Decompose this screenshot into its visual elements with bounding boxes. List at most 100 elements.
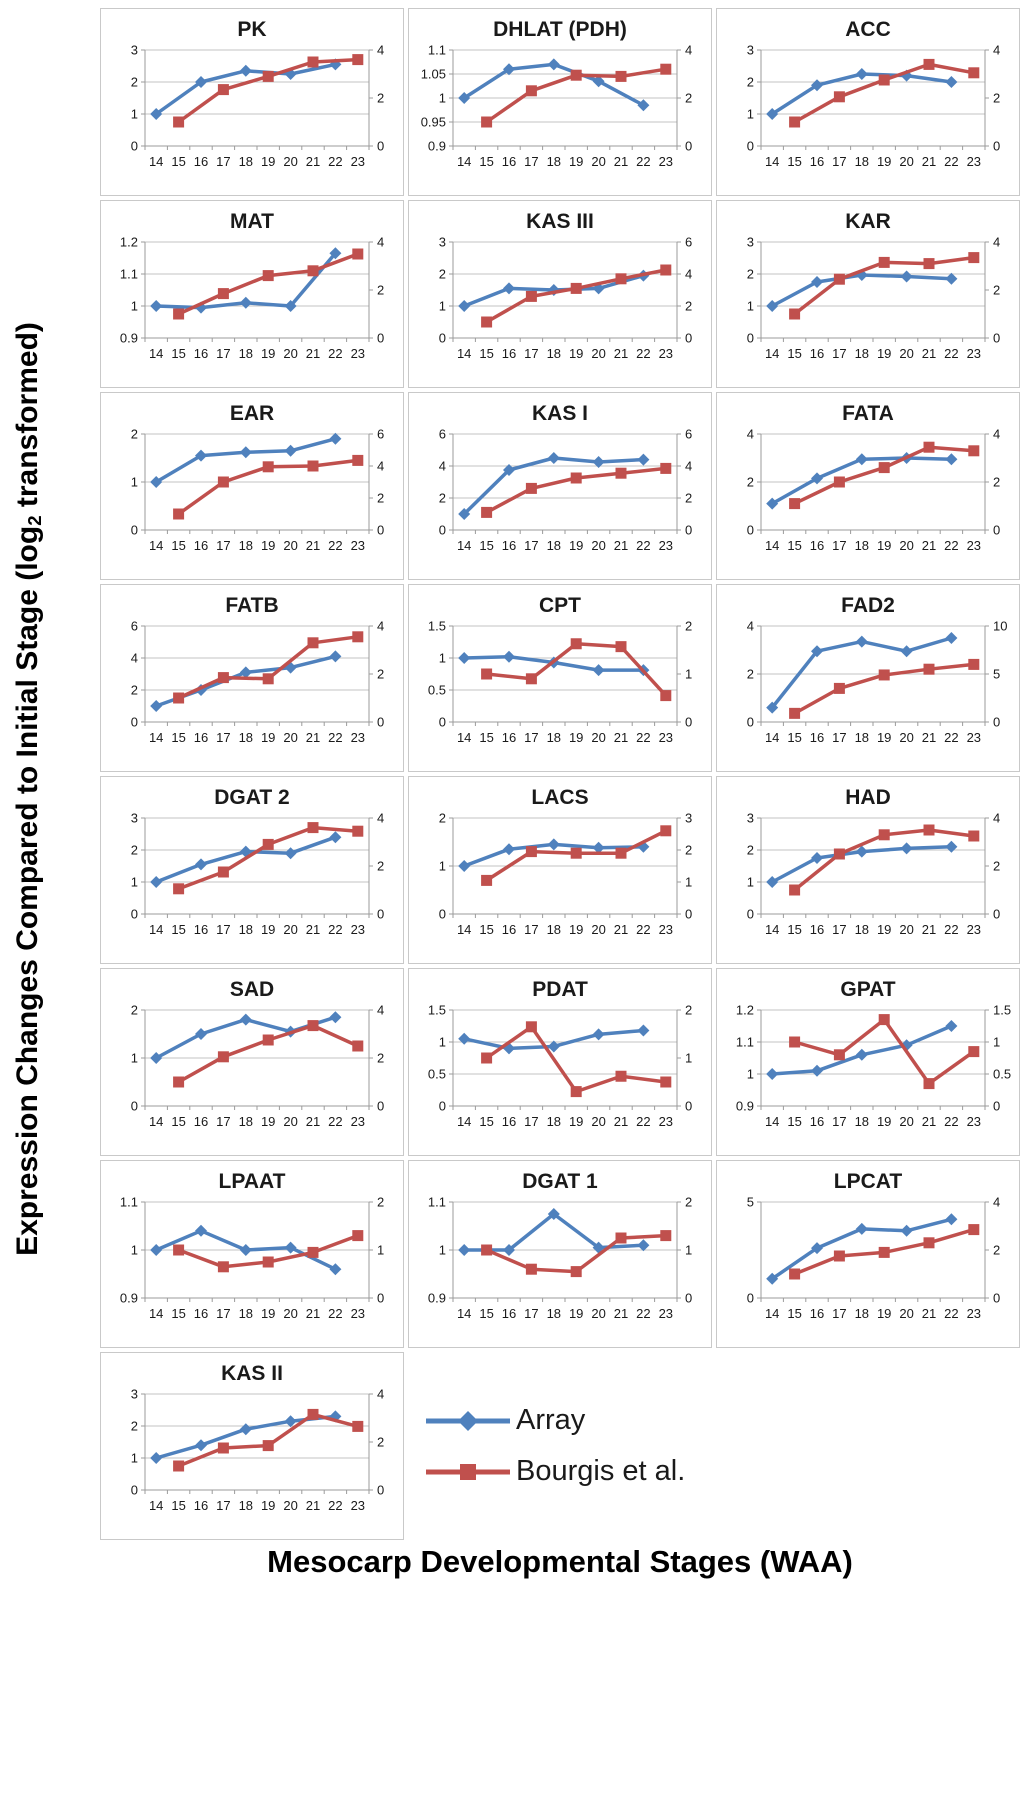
- svg-text:18: 18: [547, 1114, 561, 1129]
- svg-text:14: 14: [765, 154, 779, 169]
- svg-text:2: 2: [685, 1196, 692, 1210]
- svg-text:1.5: 1.5: [993, 1004, 1011, 1018]
- panel-title: KAS I: [531, 402, 588, 425]
- svg-text:0.5: 0.5: [428, 683, 446, 698]
- panel-title: KAR: [845, 210, 891, 233]
- svg-text:1: 1: [747, 875, 754, 890]
- svg-text:15: 15: [171, 922, 185, 937]
- svg-text:22: 22: [944, 1114, 958, 1129]
- svg-text:20: 20: [591, 538, 605, 553]
- svg-text:14: 14: [765, 730, 779, 745]
- svg-text:21: 21: [306, 922, 320, 937]
- chart-grid: PK 0 1 2 3 0 2 4 14 15 16 17 18 19 20 21 22 23 DHLAT (PDH)…: [100, 8, 1020, 1540]
- svg-text:0: 0: [377, 1099, 384, 1114]
- svg-text:17: 17: [216, 1114, 230, 1129]
- svg-text:17: 17: [832, 730, 846, 745]
- svg-text:3: 3: [747, 812, 754, 826]
- svg-text:22: 22: [944, 922, 958, 937]
- svg-text:15: 15: [787, 1114, 801, 1129]
- svg-text:4: 4: [377, 236, 384, 250]
- svg-text:0: 0: [439, 715, 446, 730]
- bourgis-legend-marker-icon: [426, 1463, 510, 1480]
- svg-text:14: 14: [457, 1306, 471, 1321]
- svg-text:21: 21: [922, 730, 936, 745]
- svg-text:15: 15: [479, 730, 493, 745]
- svg-text:21: 21: [306, 346, 320, 361]
- svg-text:0: 0: [439, 907, 446, 922]
- svg-text:1: 1: [993, 1035, 1000, 1050]
- svg-text:14: 14: [457, 1114, 471, 1129]
- svg-text:18: 18: [547, 346, 561, 361]
- svg-text:0: 0: [747, 907, 754, 922]
- svg-text:18: 18: [547, 730, 561, 745]
- svg-text:21: 21: [922, 346, 936, 361]
- svg-text:15: 15: [787, 154, 801, 169]
- svg-text:0.9: 0.9: [736, 1099, 754, 1114]
- svg-text:14: 14: [765, 346, 779, 361]
- svg-text:15: 15: [171, 1114, 185, 1129]
- svg-text:20: 20: [283, 922, 297, 937]
- svg-text:15: 15: [787, 346, 801, 361]
- svg-text:23: 23: [967, 538, 981, 553]
- svg-text:4: 4: [377, 459, 384, 474]
- svg-text:2: 2: [131, 843, 138, 858]
- svg-text:16: 16: [502, 346, 516, 361]
- svg-text:20: 20: [899, 154, 913, 169]
- svg-text:3: 3: [131, 1388, 138, 1402]
- svg-text:23: 23: [351, 730, 365, 745]
- svg-text:15: 15: [171, 730, 185, 745]
- svg-text:22: 22: [636, 538, 650, 553]
- svg-text:16: 16: [502, 154, 516, 169]
- panel-dgat-1: DGAT 1 0.9 1 1.1 0 1 2 14 15 16 17 18 19 20 21 22 23: [408, 1160, 712, 1348]
- svg-text:19: 19: [569, 730, 583, 745]
- svg-text:20: 20: [899, 922, 913, 937]
- panel-chart: 0 2 4 6 0 2 4 14 15 16 17 18 19 20 21 22 23: [131, 619, 384, 746]
- svg-text:0.9: 0.9: [120, 331, 138, 346]
- svg-text:6: 6: [685, 428, 692, 442]
- svg-text:21: 21: [306, 1306, 320, 1321]
- svg-text:1: 1: [439, 859, 446, 874]
- svg-text:2: 2: [747, 267, 754, 282]
- svg-text:3: 3: [131, 812, 138, 826]
- svg-text:21: 21: [306, 1498, 320, 1513]
- svg-text:0: 0: [993, 1099, 1000, 1114]
- panel-dhlat-pdh: DHLAT (PDH) 0.9 0.95 1 1.05 1.1 0 2 4 14 15 16 17 18 1…: [408, 8, 712, 196]
- svg-text:19: 19: [877, 538, 891, 553]
- svg-text:21: 21: [922, 1306, 936, 1321]
- panel-title: FAD2: [841, 594, 895, 617]
- panel-chart: 0 5 0 2 4 14 15 16 17 18 19 20 21 22 23: [747, 1195, 1000, 1322]
- svg-text:6: 6: [131, 620, 138, 634]
- svg-text:15: 15: [479, 922, 493, 937]
- svg-text:15: 15: [171, 1498, 185, 1513]
- svg-text:1: 1: [131, 475, 138, 490]
- panel-title: GPAT: [840, 978, 896, 1001]
- panel-mat: MAT 0.9 1 1.1 1.2 0 2 4 14 15 16 17 18 19 20 21 22 23: [100, 200, 404, 388]
- svg-text:18: 18: [239, 922, 253, 937]
- svg-text:19: 19: [569, 538, 583, 553]
- svg-text:15: 15: [171, 154, 185, 169]
- svg-text:6: 6: [377, 428, 384, 442]
- panel-sad: SAD 0 1 2 0 2 4 14 15 16 17 18 19 20 21 22 23: [100, 968, 404, 1156]
- svg-text:15: 15: [171, 538, 185, 553]
- svg-text:22: 22: [328, 154, 342, 169]
- svg-text:23: 23: [659, 1114, 673, 1129]
- svg-text:0.95: 0.95: [421, 115, 446, 130]
- svg-text:17: 17: [832, 1306, 846, 1321]
- svg-text:0: 0: [993, 715, 1000, 730]
- svg-text:17: 17: [524, 730, 538, 745]
- svg-text:16: 16: [194, 1114, 208, 1129]
- svg-text:20: 20: [283, 1306, 297, 1321]
- svg-text:20: 20: [283, 1498, 297, 1513]
- svg-text:19: 19: [261, 1306, 275, 1321]
- svg-text:10: 10: [993, 620, 1007, 634]
- svg-text:19: 19: [261, 922, 275, 937]
- svg-text:17: 17: [524, 1114, 538, 1129]
- svg-text:0: 0: [377, 523, 384, 538]
- svg-text:4: 4: [685, 267, 692, 282]
- panel-title: LACS: [531, 786, 589, 809]
- svg-text:1.1: 1.1: [428, 44, 446, 58]
